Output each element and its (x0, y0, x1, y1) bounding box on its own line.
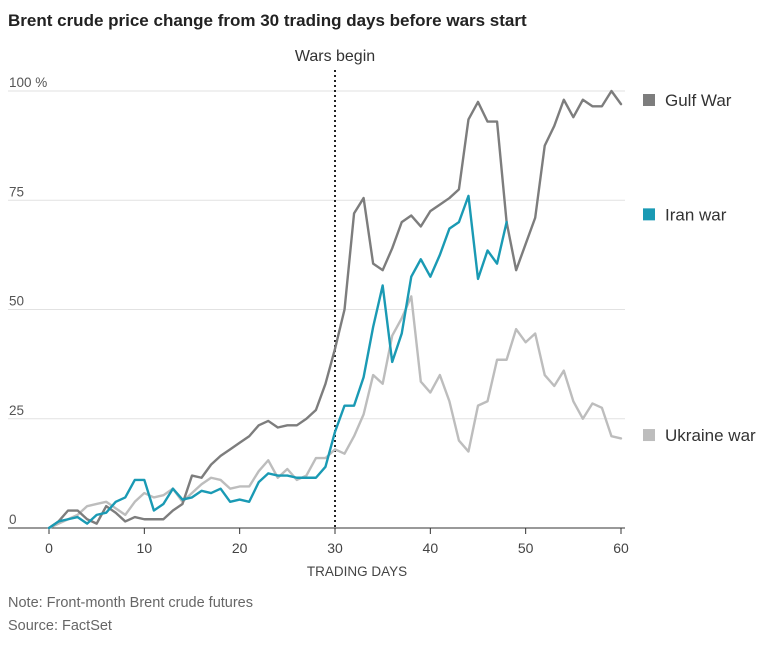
chart-source: Source: FactSet (8, 618, 112, 634)
series-line-ukraine-war (47, 295, 623, 530)
y-tick-label: 0 (9, 512, 17, 527)
series-line-iran-war (47, 194, 508, 530)
y-tick-label: 25 (9, 403, 24, 418)
legend-swatch-gulf-war (643, 94, 655, 106)
legend-swatch-iran-war (643, 208, 655, 221)
x-tick-label: 0 (45, 540, 53, 556)
legend-label-ukraine-war: Ukraine war (665, 426, 756, 445)
y-tick-label: 50 (9, 294, 24, 309)
legend-layer: Gulf War Iran war Ukraine war (643, 91, 756, 445)
x-tick-label: 30 (327, 540, 343, 556)
legend-swatch-ukraine-war (643, 429, 655, 442)
chart-note: Note: Front-month Brent crude futures (8, 595, 253, 611)
x-tick-label: 10 (137, 540, 153, 556)
grid-layer (8, 90, 625, 420)
legend-label-iran-war: Iran war (665, 205, 727, 224)
series-line-gulf-war (47, 89, 623, 530)
y-tick-label: 75 (9, 184, 24, 199)
x-tick-label: 20 (232, 540, 248, 556)
x-axis-label: TRADING DAYS (307, 564, 407, 579)
x-tick-label: 40 (423, 540, 439, 556)
axis-layer: 0 25 50 75 100 % 0 10 20 30 40 50 60 TRADING DAYS (8, 75, 629, 579)
x-tick-label: 60 (613, 540, 629, 556)
y-tick-label: 100 % (9, 75, 47, 90)
chart-plot: 0 25 50 75 100 % 0 10 20 30 40 50 60 TRADING DAYS Wa… (8, 48, 756, 579)
series-layer (47, 89, 623, 530)
annotation-layer: Wars begin (295, 48, 375, 528)
x-tick-label: 50 (518, 540, 534, 556)
legend-label-gulf-war: Gulf War (665, 91, 732, 110)
wars-begin-label: Wars begin (295, 48, 375, 65)
chart-title: Brent crude price change from 30 trading… (8, 11, 527, 30)
